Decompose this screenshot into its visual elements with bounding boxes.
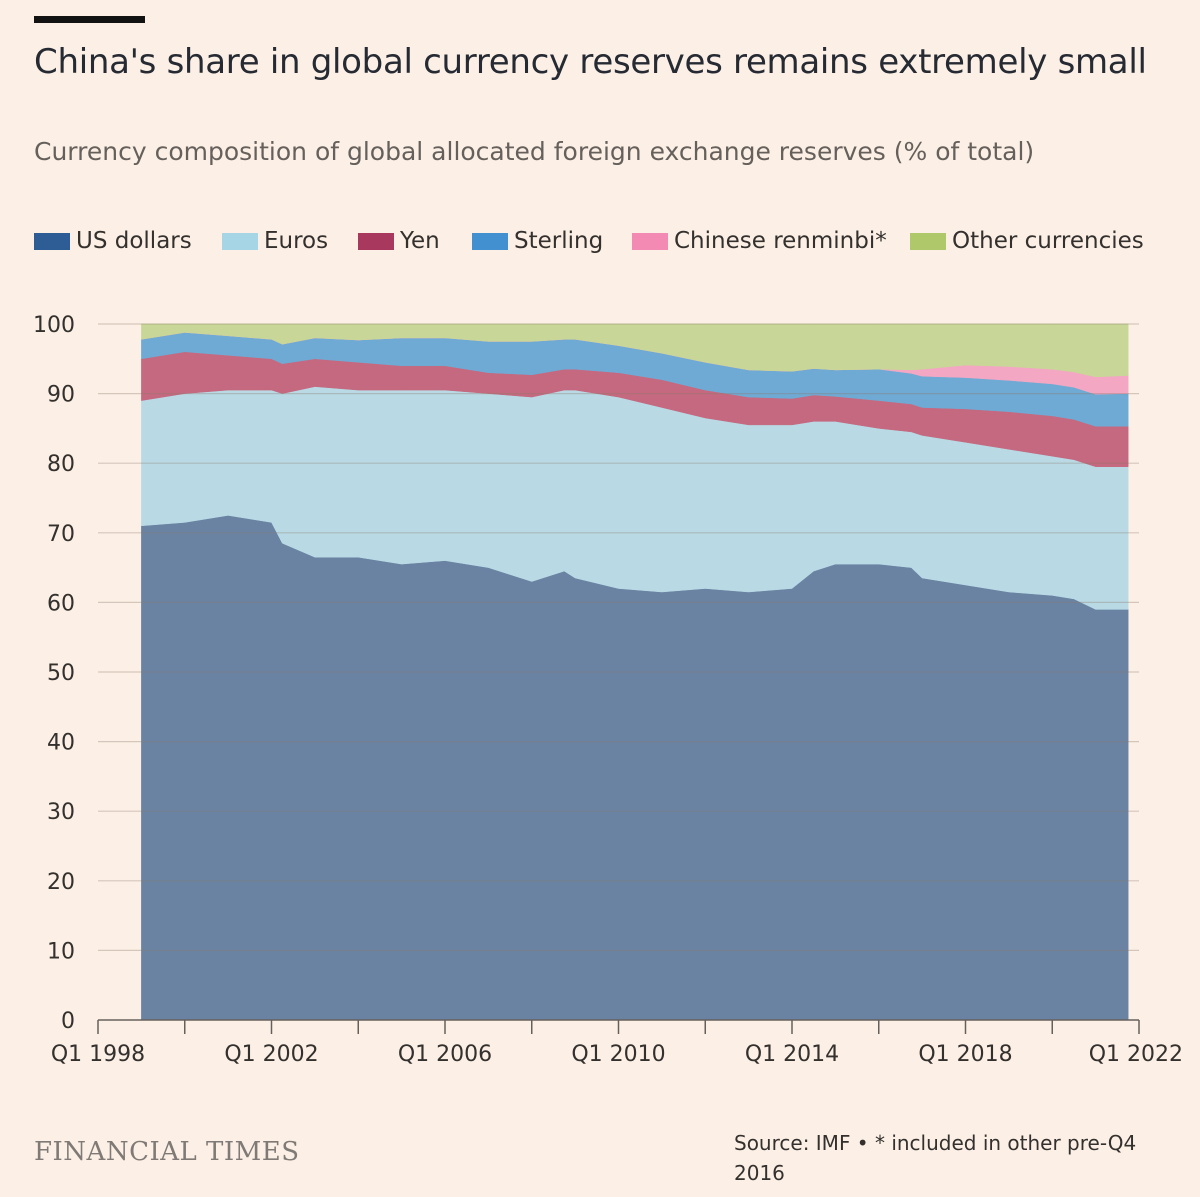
legend-label: Sterling bbox=[514, 228, 604, 254]
y-tick-label: 100 bbox=[33, 313, 75, 338]
financial-times-logo: FINANCIAL TIMES bbox=[34, 1137, 300, 1167]
legend-label: Other currencies bbox=[952, 228, 1144, 254]
x-axis: Q1 1998 Q1 2002 Q1 2006 Q1 2010 Q1 2014 Q1 20… bbox=[51, 1019, 1183, 1067]
legend-item-euros: Euros bbox=[222, 228, 328, 254]
x-tick-label: Q1 2006 bbox=[398, 1042, 492, 1067]
y-tick-label: 60 bbox=[47, 591, 75, 616]
y-tick-label: 70 bbox=[47, 522, 75, 547]
gridlines bbox=[98, 323, 1139, 952]
ft-accent-bar bbox=[34, 16, 145, 23]
x-tick-label: Q1 2018 bbox=[918, 1042, 1012, 1067]
y-tick-label: 0 bbox=[61, 1009, 75, 1034]
x-tick-label: Q1 2002 bbox=[224, 1042, 318, 1067]
x-tick-label: Q1 2022 bbox=[1089, 1042, 1183, 1067]
legend-swatch bbox=[910, 232, 946, 250]
legend-swatch bbox=[472, 232, 508, 250]
chart-legend: US dollars Euros Yen Sterling Chinese re… bbox=[34, 228, 1154, 258]
y-tick-label: 50 bbox=[47, 661, 75, 686]
y-tick-label: 40 bbox=[47, 731, 75, 756]
y-tick-label: 10 bbox=[47, 939, 75, 964]
x-tick-label: Q1 1998 bbox=[51, 1042, 145, 1067]
legend-label: Yen bbox=[400, 228, 440, 254]
y-tick-label: 20 bbox=[47, 870, 75, 895]
y-axis: 0 10 20 30 40 50 60 70 80 90 100 bbox=[33, 313, 75, 1034]
y-tick-label: 30 bbox=[47, 800, 75, 825]
source-note: Source: IMF • * included in other pre-Q4… bbox=[734, 1131, 1137, 1185]
legend-item-yen: Yen bbox=[358, 228, 440, 254]
legend-item-other-currencies: Other currencies bbox=[910, 228, 1144, 254]
legend-swatch bbox=[222, 232, 258, 250]
legend-item-us-dollars: US dollars bbox=[34, 228, 192, 254]
chart-subtitle: Currency composition of global allocated… bbox=[34, 137, 1035, 166]
legend-label: Euros bbox=[264, 228, 329, 254]
area-us-dollars bbox=[141, 515, 1129, 1021]
x-tick-label: Q1 2014 bbox=[745, 1042, 839, 1067]
legend-label: Chinese renminbi* bbox=[674, 228, 887, 254]
legend-swatch bbox=[34, 232, 70, 250]
x-tick-label: Q1 2010 bbox=[571, 1042, 665, 1067]
legend-item-chinese-renminbi: Chinese renminbi* bbox=[632, 228, 887, 254]
legend-label: US dollars bbox=[76, 228, 192, 254]
area-other-currencies bbox=[141, 323, 1129, 378]
legend-swatch bbox=[632, 232, 668, 250]
y-tick-label: 90 bbox=[47, 383, 75, 408]
legend-item-sterling: Sterling bbox=[472, 228, 603, 254]
area-layer bbox=[141, 323, 1129, 1021]
chart-title: China's share in global currency reserve… bbox=[34, 42, 1147, 82]
y-tick-label: 80 bbox=[47, 452, 75, 477]
legend-swatch bbox=[358, 232, 394, 250]
